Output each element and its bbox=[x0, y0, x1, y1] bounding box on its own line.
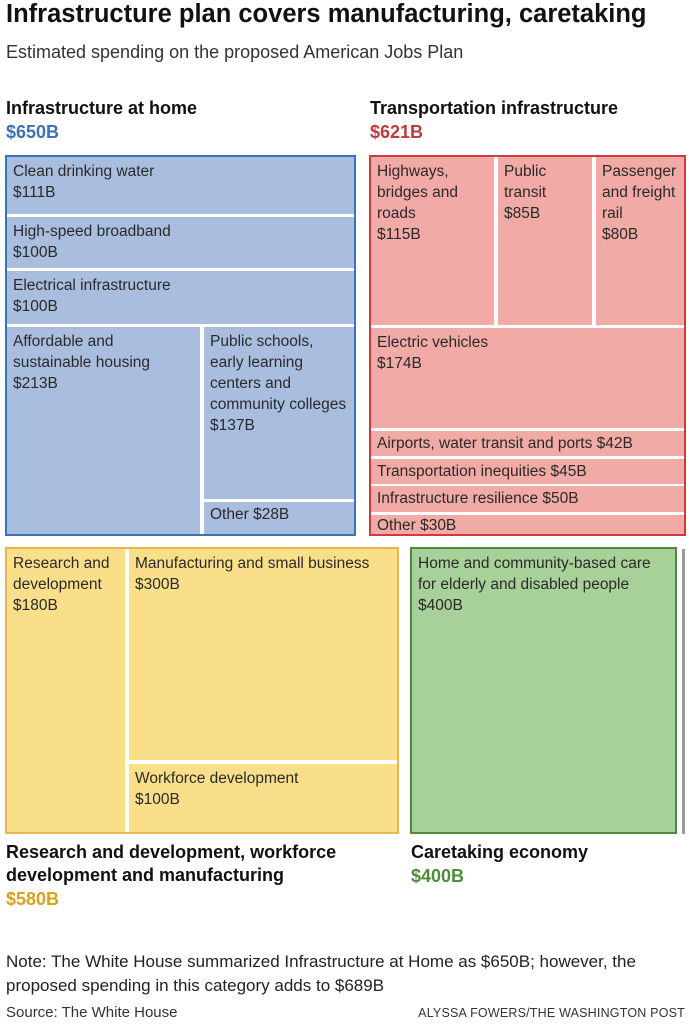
treemap-tile-other: Other $28B bbox=[204, 502, 354, 534]
tile-value: $300B bbox=[135, 576, 180, 593]
tile-label: Highways, bridges and roads bbox=[377, 163, 459, 222]
group-total-infrastructure-at-home: $650B bbox=[6, 122, 60, 142]
treemap-tile-affordable-and-sustainable: Affordable and sustainable housing $213B bbox=[7, 327, 200, 534]
tile-value: $400B bbox=[418, 597, 463, 614]
tile-value: $80B bbox=[602, 226, 639, 243]
tile-label: Electrical infrastructure bbox=[13, 277, 171, 294]
tile-value: $30B bbox=[415, 517, 457, 534]
tile-label: Infrastructure resilience bbox=[377, 490, 539, 507]
group-total-caretaking-economy: $400B bbox=[411, 866, 465, 886]
treemap-tile-public-schools-early: Public schools, early learning centers a… bbox=[204, 327, 354, 499]
treemap-tile-passenger-and-freight: Passenger and freight rail $80B bbox=[596, 157, 684, 325]
tile-label: Public transit bbox=[504, 163, 547, 201]
tile-label: Clean drinking water bbox=[13, 163, 155, 180]
tile-label: Workforce development bbox=[135, 770, 299, 787]
tile-label: Affordable and sustainable housing bbox=[13, 333, 151, 371]
tile-label: Passenger and freight rail bbox=[602, 163, 677, 222]
tile-label: Electric vehicles bbox=[377, 334, 489, 351]
tile-value: $85B bbox=[504, 205, 541, 222]
treemap-tile-other: Other $30B bbox=[371, 515, 684, 534]
chart-note: Note: The White House summarized Infrast… bbox=[6, 952, 636, 995]
group-heading-infrastructure-at-home: Infrastructure at home bbox=[6, 98, 198, 118]
tile-value: $180B bbox=[13, 597, 58, 614]
source-text: Source: The White House bbox=[6, 1004, 178, 1021]
chart-subtitle: Estimated spending on the proposed Ameri… bbox=[6, 42, 464, 62]
tile-label: Other bbox=[210, 506, 249, 523]
treemap-tile-airports-water-transit: Airports, water transit and ports $42B bbox=[371, 431, 684, 456]
treemap-tile-electrical-infrastructure: Electrical infrastructure $100B bbox=[7, 271, 354, 324]
treemap-tile-highways-bridges-and: Highways, bridges and roads $115B bbox=[371, 157, 494, 325]
treemap-tile-home-and-community: Home and community-based care for elderl… bbox=[412, 549, 675, 832]
tile-value: $137B bbox=[210, 417, 255, 434]
tile-label: Home and community-based care for elderl… bbox=[418, 555, 651, 593]
tile-value: $100B bbox=[13, 298, 58, 315]
group-heading-research-and-development: Research and development, workforce deve… bbox=[6, 842, 337, 885]
group-total-research-and-development: $580B bbox=[6, 889, 60, 909]
tile-label: High-speed broadband bbox=[13, 223, 171, 240]
treemap-tile-infrastructure-resilience: Infrastructure resilience $50B bbox=[371, 486, 684, 512]
tile-value: $100B bbox=[13, 244, 58, 261]
tile-value: $111B bbox=[13, 184, 56, 201]
tile-label: Transportation inequities bbox=[377, 463, 547, 480]
tile-value: $174B bbox=[377, 355, 422, 372]
caretaking-edge-rule bbox=[682, 549, 685, 834]
group-heading-transportation-infrastructure: Transportation infrastructure bbox=[370, 98, 619, 118]
treemap-tile-manufacturing-and-small: Manufacturing and small business $300B bbox=[129, 549, 397, 760]
tile-value: $115B bbox=[377, 226, 421, 243]
tile-value: $50B bbox=[538, 490, 579, 507]
treemap-tile-workforce-development: Workforce development $100B bbox=[129, 764, 397, 832]
treemap-tile-high-speed-broadband: High-speed broadband $100B bbox=[7, 217, 354, 268]
tile-label: Other bbox=[377, 517, 416, 534]
treemap-tile-clean-drinking-water: Clean drinking water $111B bbox=[7, 157, 354, 214]
tile-value: $45B bbox=[546, 463, 587, 480]
tile-label: Research and development bbox=[13, 555, 110, 593]
treemap-tile-research-and-development: Research and development $180B bbox=[7, 549, 125, 832]
tile-value: $213B bbox=[13, 375, 58, 392]
treemap-tile-public-transit: Public transit $85B bbox=[498, 157, 592, 325]
tile-value: $100B bbox=[135, 791, 180, 808]
group-total-transportation-infrastructure: $621B bbox=[370, 122, 424, 142]
tile-value: $28B bbox=[248, 506, 290, 523]
treemap-tile-transportation-inequities: Transportation inequities $45B bbox=[371, 459, 684, 484]
tile-label: Airports, water transit and ports bbox=[377, 435, 593, 452]
treemap-tile-electric-vehicles: Electric vehicles $174B bbox=[371, 328, 684, 428]
group-heading-caretaking-economy: Caretaking economy bbox=[411, 842, 589, 862]
tile-label: Public schools, early learning centers a… bbox=[210, 333, 347, 413]
tile-value: $42B bbox=[592, 435, 633, 452]
chart-title: Infrastructure plan covers manufacturing… bbox=[6, 0, 647, 28]
tile-label: Manufacturing and small business bbox=[135, 555, 370, 572]
credit-text: ALYSSA FOWERS/THE WASHINGTON POST bbox=[418, 1006, 685, 1020]
